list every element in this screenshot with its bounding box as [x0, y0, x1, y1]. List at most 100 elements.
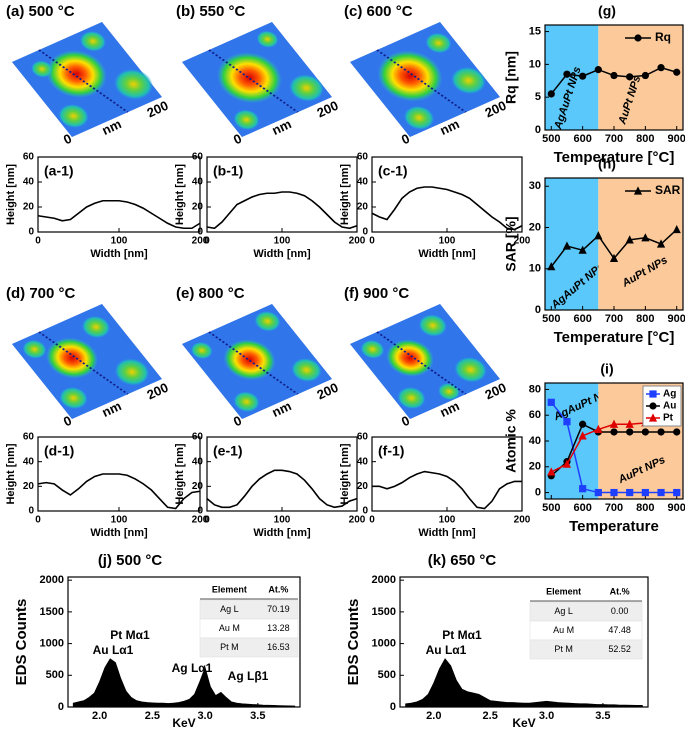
- profile-line: [371, 186, 523, 231]
- afm-grain: [256, 30, 279, 48]
- x-axis-label: Width [nm]: [253, 248, 311, 260]
- afm-surface: [12, 21, 163, 137]
- x-tick-label: 0: [204, 515, 210, 526]
- y-tick-label: 0: [28, 506, 34, 517]
- afm-scan-line: [376, 49, 467, 113]
- profile-line: [372, 470, 522, 510]
- afm-grain: [223, 339, 276, 381]
- afm-grain: [31, 60, 53, 78]
- plot-frame: [544, 24, 684, 131]
- peak-label: Ag Lα1: [172, 661, 213, 675]
- y-tick-label: 60: [357, 152, 369, 163]
- afm-scan-line: [38, 49, 129, 113]
- x-tick-label: 0: [35, 515, 41, 526]
- y-tick-label: 0: [362, 506, 368, 517]
- x-tick-label: 3.0: [539, 710, 554, 722]
- y-tick-label: 500: [378, 669, 396, 681]
- afm-surface: [182, 21, 333, 137]
- marker: [641, 428, 649, 436]
- plot-frame: [399, 576, 649, 708]
- afm-axis-label: nm: [438, 398, 462, 420]
- x-tick-label: 500: [542, 133, 560, 145]
- y-axis-label: EDS Counts: [13, 599, 30, 686]
- table-cell: 70.19: [267, 604, 290, 614]
- table-cell: Au M: [219, 623, 240, 633]
- y-tick-label: 60: [23, 152, 35, 163]
- y-tick-label: 0: [390, 701, 396, 713]
- x-tick-label: 0: [204, 236, 210, 247]
- y-axis-label: Height [nm]: [5, 164, 17, 225]
- y-tick-label: 0: [28, 227, 34, 238]
- y-tick-label: 15: [529, 25, 541, 37]
- table-cell: 52.52: [608, 644, 631, 654]
- region: [598, 178, 683, 310]
- plot-frame: [206, 156, 358, 233]
- afm-grain: [425, 32, 452, 54]
- table-cell: Ag L: [554, 606, 573, 616]
- x-axis-label: Width [nm]: [418, 248, 476, 260]
- marker: [610, 428, 618, 436]
- table-cell: Au M: [553, 625, 574, 635]
- y-tick-label: 20: [23, 481, 35, 492]
- x-tick-label: 700: [605, 133, 623, 145]
- marker: [562, 459, 572, 468]
- afm-surface: [350, 303, 501, 419]
- y-tick-label: 1000: [40, 637, 64, 649]
- x-tick-label: 0: [369, 515, 375, 526]
- y-tick-label: 2000: [40, 574, 64, 586]
- y-tick-label: 20: [529, 221, 541, 233]
- chart-title: (h): [598, 156, 616, 172]
- x-tick-label: 2.5: [145, 710, 160, 722]
- peak-label: Au Lα1: [93, 643, 134, 657]
- x-tick-label: 100: [274, 236, 291, 247]
- marker: [657, 488, 665, 497]
- afm-grain: [190, 341, 213, 359]
- table-cell: 13.28: [267, 623, 290, 633]
- afm-grain: [233, 109, 260, 130]
- afm-grain: [418, 314, 447, 337]
- y-axis-label: EDS Counts: [345, 599, 362, 686]
- chart-title: (f-1): [378, 443, 404, 459]
- marker: [672, 224, 681, 234]
- x-tick-label: 700: [605, 313, 623, 325]
- afm-grain: [254, 311, 281, 332]
- x-tick-label: 3.5: [250, 710, 265, 722]
- afm-axis-label: nm: [270, 398, 294, 420]
- afm-grain: [22, 339, 47, 359]
- x-axis-label: Width [nm]: [253, 527, 311, 539]
- y-tick-label: 20: [357, 202, 369, 213]
- chart-title: (k) 650 °C: [428, 552, 497, 569]
- plot-frame: [206, 436, 358, 512]
- y-tick-label: 60: [529, 409, 541, 421]
- table-cell: 47.48: [608, 625, 631, 635]
- afm-axis-label: nm: [438, 116, 462, 138]
- marker: [673, 68, 681, 76]
- marker: [656, 239, 666, 248]
- table-cell: Pt M: [220, 642, 239, 652]
- x-tick-label: 900: [668, 133, 685, 145]
- x-axis-label: Temperature [°C]: [554, 149, 675, 166]
- plot-frame: [371, 436, 523, 512]
- afm-grain: [114, 68, 153, 100]
- marker: [594, 231, 603, 240]
- plot-frame: [544, 177, 684, 311]
- y-tick-label: 20: [23, 202, 35, 213]
- x-tick-label: 2.0: [426, 710, 441, 722]
- y-tick-label: 500: [46, 669, 64, 681]
- afm-surface: [182, 303, 333, 419]
- x-tick-label: 0: [35, 236, 41, 247]
- y-tick-label: 20: [192, 481, 204, 492]
- marker: [609, 419, 619, 428]
- y-tick-label: 60: [192, 152, 204, 163]
- x-axis-label: Width [nm]: [90, 527, 148, 539]
- y-axis-label: SAR [%]: [503, 216, 519, 271]
- y-tick-label: 80: [529, 383, 541, 395]
- x-axis-label: Temperature [°C]: [554, 329, 675, 346]
- y-tick-label: 60: [357, 432, 369, 443]
- marker: [641, 233, 650, 242]
- y-tick-label: 40: [357, 456, 369, 467]
- peak-label: Pt Mα1: [110, 628, 150, 642]
- x-tick-label: 100: [111, 515, 128, 526]
- x-tick-label: 3.0: [197, 710, 212, 722]
